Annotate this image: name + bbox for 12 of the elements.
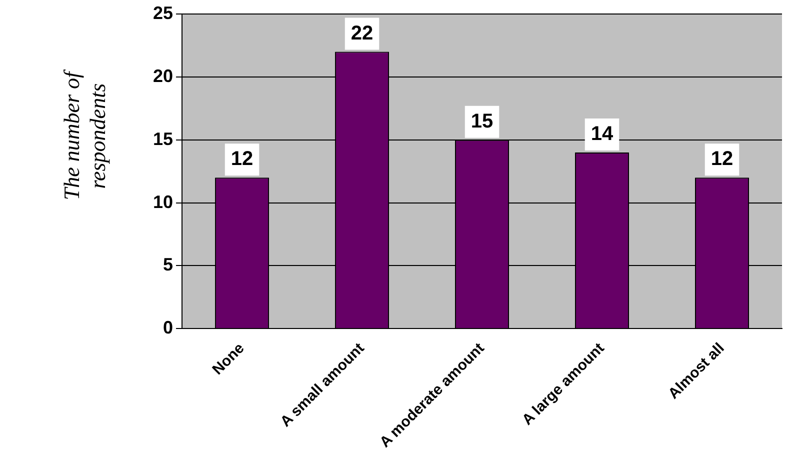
- y-tick-label: 10: [152, 192, 174, 212]
- y-tick-label: 0: [163, 318, 174, 338]
- data-label: 14: [590, 122, 614, 145]
- y-axis-title: The number of respondents: [59, 68, 111, 202]
- data-label: 12: [710, 148, 734, 170]
- y-tick-label: 15: [152, 128, 174, 149]
- y-tick-label: 5: [163, 254, 174, 275]
- data-label: 12: [230, 148, 254, 170]
- y-tick-label: 20: [152, 66, 174, 86]
- data-label: 22: [350, 22, 374, 44]
- y-tick-label: 25: [152, 2, 174, 23]
- data-label: 15: [470, 110, 494, 132]
